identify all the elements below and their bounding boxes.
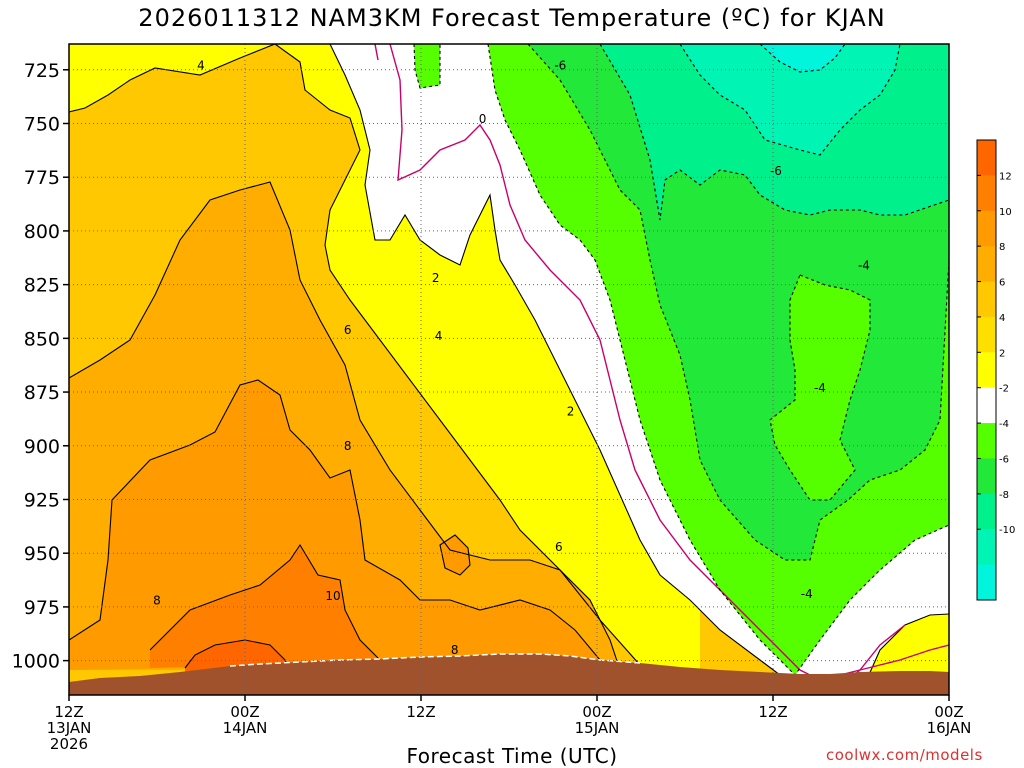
x-tick-label: 12Z	[406, 703, 435, 721]
x-tick-label: 15JAN	[575, 719, 620, 737]
contour-m6	[599, 44, 949, 221]
y-tick-label: 925	[24, 489, 60, 511]
x-tick-label: 12Z	[758, 703, 787, 721]
y-tick-label: 775	[24, 167, 60, 189]
x-tick-label: 14JAN	[223, 719, 268, 737]
colorbar-bin	[977, 140, 996, 176]
colorbar-frame	[976, 139, 997, 601]
colorbar-bin	[977, 493, 996, 530]
colorbar-tick-label: 12	[999, 171, 1012, 182]
contour-labels: 4 -6 0 -6 2 -4 6 4 -4 2 8 6 8 10 -4 8	[153, 58, 870, 656]
y-axis: 725 750 775 800 825 850 875 900 925 950 975 1000	[12, 60, 69, 673]
x-tick-label: 00Z	[934, 703, 963, 721]
colorbar: 12 10 8 6 4 2 -2 -4 -6 -8 -10	[976, 139, 1015, 601]
contour-label: 0	[479, 112, 487, 126]
terrain-edge	[229, 653, 641, 667]
y-tick-label: 1000	[12, 651, 60, 673]
colorbar-tick-label: 8	[999, 242, 1005, 253]
contour-6	[69, 181, 621, 671]
colorbar-tick-label: 10	[999, 207, 1012, 218]
contour-m8	[679, 44, 901, 156]
colorbar-tick-label: -4	[999, 419, 1009, 430]
colorbar-bin	[977, 352, 996, 389]
contour-m2b	[487, 44, 949, 676]
contour-label: -4	[814, 381, 826, 395]
contour-label: -4	[801, 587, 813, 601]
x-tick-label: 2026	[50, 735, 88, 753]
colorbar-tick-label: -2	[999, 384, 1009, 395]
region-m8-m10	[680, 44, 900, 155]
contour-label: 4	[435, 329, 443, 343]
y-tick-label: 850	[24, 328, 60, 350]
y-tick-label: 875	[24, 382, 60, 404]
contour-label: 4	[197, 58, 205, 72]
y-tick-label: 975	[24, 597, 60, 619]
y-tick-label: 800	[24, 221, 60, 243]
contour-label: -4	[858, 258, 870, 272]
colorbar-tick-label: -8	[999, 490, 1009, 501]
contour-m2	[413, 44, 441, 89]
colorbar-bin	[977, 210, 996, 247]
contour-0-left	[374, 44, 379, 61]
plot-frame	[68, 43, 950, 696]
colorbar-bin	[977, 175, 996, 212]
contour-m4-inner	[769, 274, 871, 501]
x-tick-label: 00Z	[582, 703, 611, 721]
region-2-4-left	[69, 44, 275, 112]
colorbar-bin	[977, 458, 996, 495]
colorbar-bin	[977, 564, 996, 601]
contour-4	[69, 44, 276, 113]
x-tick-label: 16JAN	[927, 719, 972, 737]
x-tick-label: 13JAN	[47, 719, 92, 737]
colorbar-bin	[977, 281, 996, 318]
contour-label: 10	[325, 589, 340, 603]
credit-link[interactable]: coolwx.com/models	[826, 746, 983, 764]
colorbar-tick-label: -6	[999, 454, 1009, 465]
contour-label: -6	[554, 58, 566, 72]
contour-2-top	[329, 44, 801, 691]
region-small-warm	[440, 535, 470, 575]
y-tick-label: 950	[24, 543, 60, 565]
contour-m4	[527, 44, 949, 561]
contour-8-island	[439, 534, 471, 576]
colorbar-tick-label: -10	[999, 525, 1015, 536]
contour-label: 2	[432, 271, 440, 285]
terrain	[69, 654, 949, 695]
colorbar-bin	[977, 423, 996, 459]
x-axis-label: Forecast Time (UTC)	[406, 744, 618, 768]
contour-label: 6	[344, 323, 352, 337]
chart-title: 2026011312 NAM3KM Forecast Temperature (…	[138, 4, 886, 32]
y-tick-label: 900	[24, 436, 60, 458]
plot-area	[69, 44, 949, 695]
region-m10-m12	[760, 44, 845, 72]
contour-10	[149, 543, 381, 661]
x-tick-label: 00Z	[230, 703, 259, 721]
grid	[69, 44, 949, 695]
contour-label: 2	[567, 404, 575, 418]
colorbar-bin	[977, 529, 996, 566]
contour-label: 8	[344, 439, 352, 453]
colorbar-tick-label: 6	[999, 278, 1005, 289]
contour-label: 8	[153, 593, 161, 607]
contour-m10	[759, 44, 846, 73]
y-tick-label: 750	[24, 113, 60, 135]
colorbar-bin	[977, 387, 996, 424]
contour-label: 8	[451, 643, 459, 657]
y-tick-label: 725	[24, 60, 60, 82]
x-tick-label: 12Z	[54, 703, 83, 721]
colorbar-bin	[977, 316, 996, 353]
y-tick-label: 825	[24, 275, 60, 297]
colorbar-bin	[977, 246, 996, 283]
region-m4-inner	[770, 275, 870, 500]
contour-label: 6	[555, 540, 563, 554]
region-8-10	[69, 380, 600, 670]
contour-8	[69, 379, 601, 661]
colorbar-tick-label: 2	[999, 348, 1005, 359]
contour-4b	[274, 44, 651, 691]
colorbar-tick-label: 4	[999, 313, 1005, 324]
contour-label: -6	[770, 164, 782, 178]
